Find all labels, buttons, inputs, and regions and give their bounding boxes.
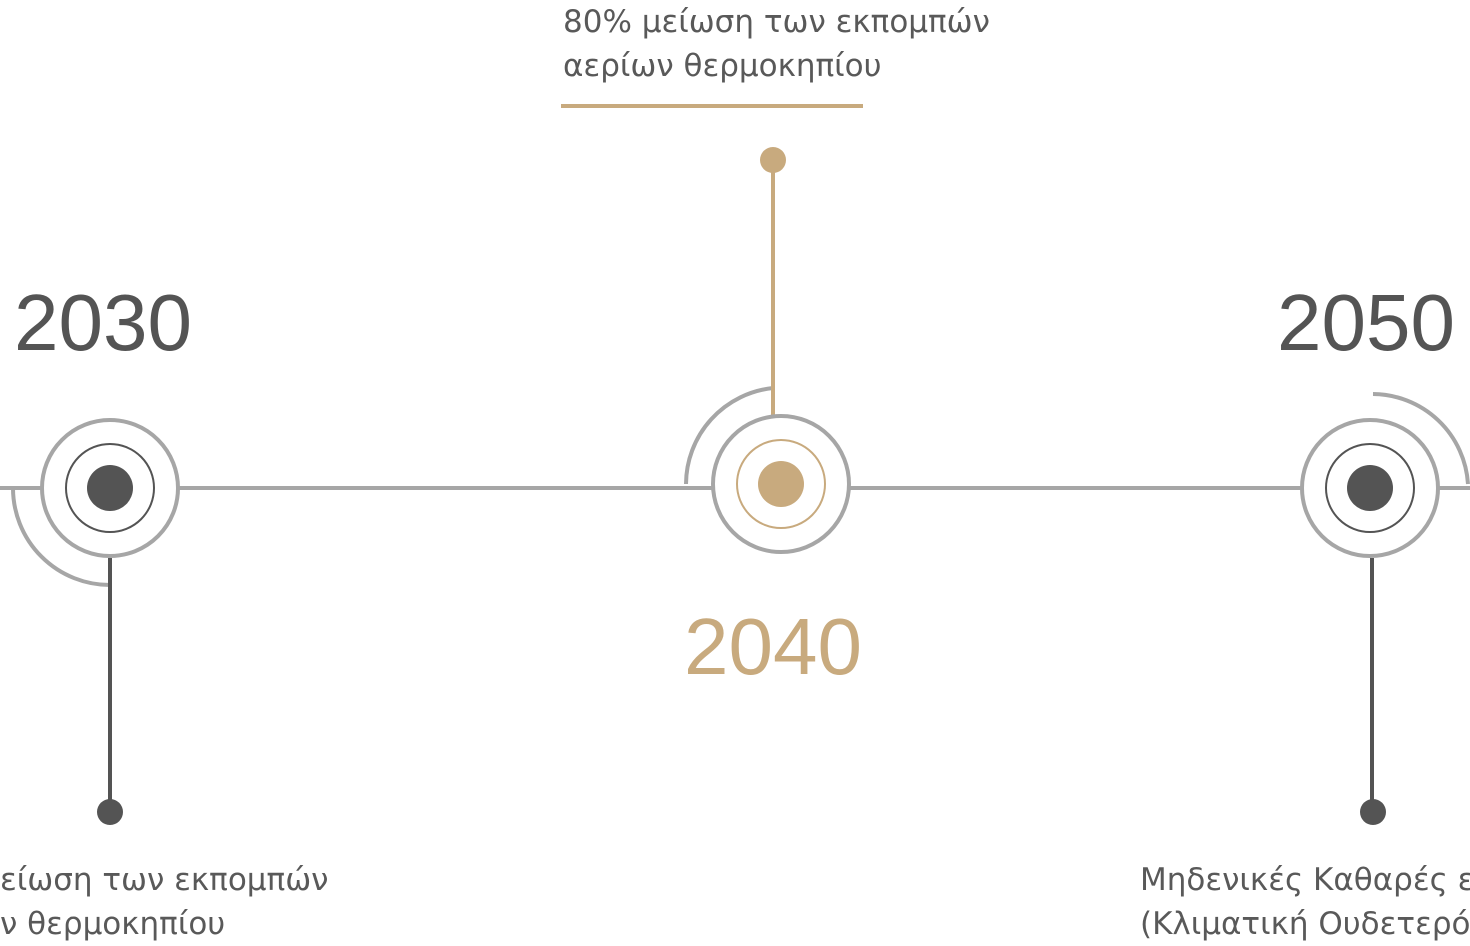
node-2030-dot bbox=[87, 465, 133, 511]
node-2040-outer-arc bbox=[684, 386, 774, 485]
description-2030-line-1: είωση των εκπομπών bbox=[0, 862, 329, 898]
node-2050-stem-dot bbox=[1360, 799, 1386, 825]
description-2030: είωση των εκπομπών ν θερμοκηπίου bbox=[0, 858, 328, 946]
node-2030-stem-dot bbox=[97, 799, 123, 825]
year-label-2040: 2040 bbox=[684, 602, 862, 691]
description-2040-line-2: αερίων θερμοκηπίου bbox=[563, 48, 882, 84]
description-2050-line-2: (Κλιματική Ουδετερότ bbox=[1140, 906, 1470, 942]
node-2040-stem-dot bbox=[760, 147, 786, 173]
node-2040-dot bbox=[758, 461, 804, 507]
description-2040-line-1: 80% μείωση των εκπομπών bbox=[563, 4, 990, 40]
node-2030-outer-arc bbox=[11, 487, 111, 587]
description-2050-line-1: Μηδενικές Καθαρές ε bbox=[1140, 862, 1470, 898]
year-label-2030: 2030 bbox=[14, 278, 192, 367]
node-2050-outer-arc bbox=[1372, 392, 1470, 485]
description-2040: 80% μείωση των εκπομπών αερίων θερμοκηπί… bbox=[563, 0, 990, 88]
description-2050: Μηδενικές Καθαρές ε (Κλιματική Ουδετερότ bbox=[1140, 858, 1470, 946]
node-2040 bbox=[561, 104, 863, 554]
node-2050 bbox=[1300, 392, 1470, 825]
year-label-2050: 2050 bbox=[1277, 278, 1455, 367]
node-2050-dot bbox=[1347, 465, 1393, 511]
description-2030-line-2: ν θερμοκηπίου bbox=[0, 906, 226, 942]
node-2030 bbox=[11, 418, 180, 825]
